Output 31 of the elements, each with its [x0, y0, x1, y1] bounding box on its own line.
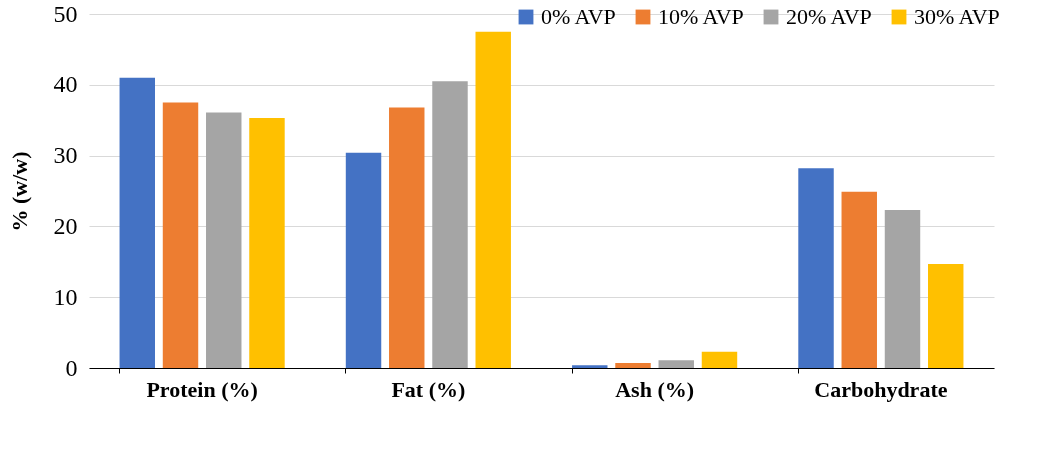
- y-tick-label: 20: [53, 212, 78, 239]
- legend-label: 20% AVP: [786, 4, 872, 29]
- x-tick-label: Ash (%): [615, 376, 695, 402]
- bar: [572, 365, 608, 368]
- x-tick-label: Protein (%): [146, 376, 258, 402]
- bar: [119, 77, 155, 368]
- bar: [475, 31, 511, 368]
- bar: [884, 210, 921, 368]
- legend-label: 0% AVP: [541, 4, 616, 29]
- legend-label: 30% AVP: [914, 4, 1000, 29]
- bar: [249, 118, 285, 368]
- y-axis-title: % (w/w): [6, 151, 32, 232]
- bar: [389, 107, 425, 368]
- bar: [162, 102, 199, 368]
- bar: [432, 81, 468, 368]
- bar: [928, 263, 964, 368]
- bar: [841, 191, 877, 368]
- y-tick-label: 40: [53, 71, 78, 98]
- y-tick-label: 50: [53, 0, 78, 27]
- bar: [701, 351, 738, 368]
- legend-label: 10% AVP: [658, 4, 744, 29]
- y-tick-label: 10: [53, 283, 78, 310]
- x-tick-label: Carbohydrate: [814, 376, 948, 402]
- bar: [615, 363, 651, 368]
- x-tick-label: Fat (%): [391, 376, 466, 402]
- bar: [658, 360, 694, 368]
- y-tick-label: 30: [53, 142, 78, 169]
- bar: [798, 168, 834, 368]
- bar: [345, 152, 382, 368]
- y-tick-label: 0: [65, 354, 78, 381]
- bar: [206, 112, 242, 368]
